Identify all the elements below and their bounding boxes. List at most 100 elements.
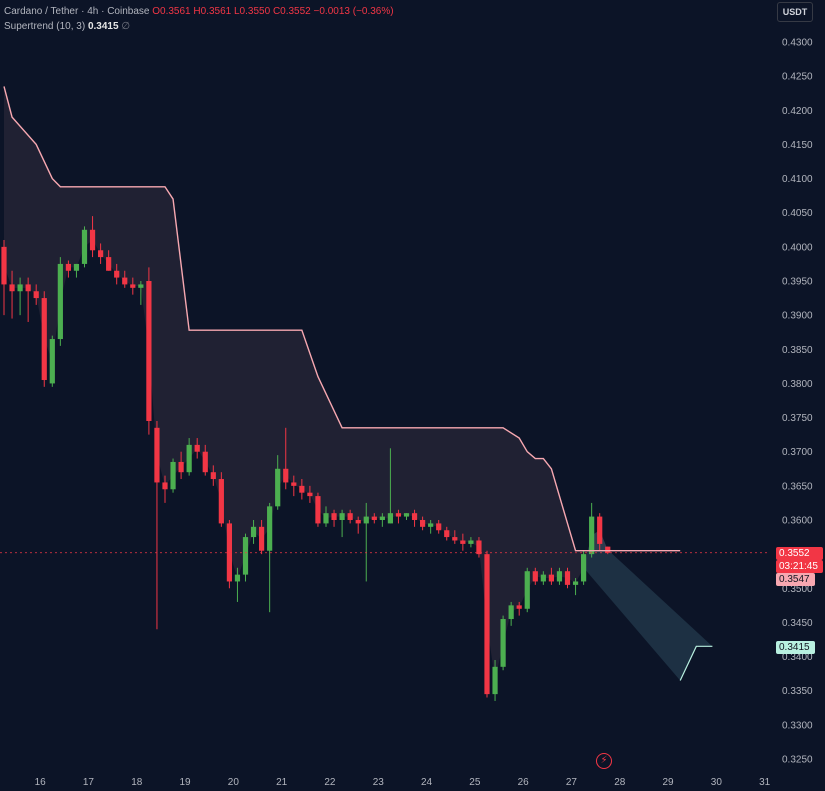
previous-close-tag: 0.3547 — [776, 573, 815, 586]
candle-body — [444, 530, 450, 538]
x-tick-label: 20 — [228, 777, 240, 788]
supertrend-price-tag: 0.3415 — [776, 641, 815, 654]
x-tick-label: 21 — [276, 777, 288, 788]
candle-body — [114, 270, 120, 278]
supertrend-fill-layer — [4, 86, 713, 681]
x-tick-label: 31 — [759, 777, 771, 788]
legend-high: H0.3561 — [193, 6, 232, 17]
x-tick-label: 28 — [614, 777, 626, 788]
candle-body — [428, 523, 434, 527]
y-tick-label: 0.3250 — [782, 755, 813, 766]
candle-body — [242, 537, 249, 575]
indicator-value: 0.3415 — [87, 21, 119, 32]
candle-body — [186, 444, 192, 473]
candle-body — [154, 427, 160, 483]
candle-body — [524, 571, 530, 609]
y-tick-label: 0.4300 — [782, 38, 813, 49]
candle-body — [1, 246, 7, 285]
chart-legend: Cardano / Tether · 4h · Coinbase O0.3561… — [4, 4, 394, 34]
candle-body — [210, 472, 216, 480]
candle-body — [492, 666, 498, 695]
candle-body — [532, 571, 538, 582]
candle-body — [283, 468, 289, 483]
y-tick-label: 0.3950 — [782, 277, 813, 288]
candle-body — [315, 496, 321, 524]
candle-body — [597, 516, 603, 544]
y-tick-label: 0.3450 — [782, 618, 813, 629]
candle-body — [323, 513, 329, 524]
y-tick-label: 0.3400 — [782, 652, 813, 663]
candle-body — [540, 574, 546, 582]
x-tick-label: 17 — [83, 777, 95, 788]
candle-body — [363, 516, 369, 524]
candle-body — [379, 516, 385, 520]
candle-body — [339, 513, 345, 520]
candle-body — [500, 619, 506, 667]
candle-body — [33, 291, 39, 299]
candle-body — [202, 451, 208, 473]
candle-body — [347, 513, 353, 520]
eye-icon[interactable]: ∅ — [121, 21, 131, 32]
candle-body — [371, 516, 377, 520]
x-tick-label: 24 — [421, 777, 433, 788]
candle-layer — [1, 229, 611, 695]
y-tick-label: 0.4150 — [782, 140, 813, 151]
x-tick-label: 27 — [566, 777, 578, 788]
price-axis[interactable]: 0.32500.33000.33500.34000.34500.35000.35… — [782, 38, 813, 766]
y-tick-label: 0.3350 — [782, 686, 813, 697]
x-tick-label: 29 — [662, 777, 674, 788]
time-axis[interactable]: 16 17 18 19 20 21 22 23 24 25 26 27 28 29 30 31 — [35, 777, 771, 788]
candle-body — [73, 263, 80, 271]
y-tick-label: 0.3700 — [782, 447, 813, 458]
legend-symbol-row: Cardano / Tether · 4h · Coinbase O0.3561… — [4, 4, 394, 19]
candle-body — [299, 485, 305, 493]
candle-body — [589, 516, 595, 555]
candle-body — [395, 513, 402, 517]
candle-body — [130, 284, 136, 288]
candle-body — [98, 250, 104, 258]
candle-body — [9, 284, 15, 292]
y-tick-label: 0.3500 — [782, 584, 813, 595]
x-tick-label: 19 — [179, 777, 191, 788]
candle-body — [605, 546, 611, 553]
candle-body — [162, 482, 168, 490]
candle-body — [581, 554, 587, 582]
candle-body — [41, 298, 47, 381]
candle-body — [57, 263, 63, 340]
candle-body — [81, 229, 88, 264]
x-tick-label: 16 — [35, 777, 47, 788]
candle-body — [178, 461, 184, 473]
x-tick-label: 25 — [469, 777, 481, 788]
candle-body — [564, 571, 571, 585]
candle-body — [548, 574, 554, 582]
candle-body — [355, 520, 361, 524]
lightning-icon[interactable]: ⚡ — [596, 753, 612, 769]
supertrend-line-layer — [3, 86, 713, 681]
candle-body — [436, 523, 442, 531]
candle-body — [65, 263, 71, 271]
y-tick-label: 0.4200 — [782, 106, 813, 117]
candle-body — [49, 339, 55, 384]
y-tick-label: 0.4100 — [782, 174, 813, 185]
supertrend-down-line — [3, 86, 681, 552]
candle-body — [460, 540, 466, 544]
y-tick-label: 0.3800 — [782, 379, 813, 390]
y-tick-label: 0.4250 — [782, 72, 813, 83]
x-tick-label: 23 — [373, 777, 385, 788]
indicator-label[interactable]: Supertrend (10, 3) — [4, 21, 86, 32]
candle-body — [452, 537, 458, 541]
candle-body — [122, 277, 128, 285]
y-tick-label: 0.3300 — [782, 720, 813, 731]
currency-button[interactable]: USDT — [777, 2, 813, 22]
y-tick-label: 0.3850 — [782, 345, 813, 356]
y-tick-label: 0.3750 — [782, 413, 813, 424]
legend-low: L0.3550 — [234, 6, 271, 17]
candle-body — [307, 492, 313, 497]
candle-body — [331, 513, 337, 520]
legend-symbol[interactable]: Cardano / Tether · 4h · Coinbase — [4, 6, 150, 17]
y-tick-label: 0.3650 — [782, 481, 813, 492]
candle-body — [25, 284, 31, 292]
candle-body — [17, 284, 23, 292]
candle-body — [516, 605, 522, 609]
